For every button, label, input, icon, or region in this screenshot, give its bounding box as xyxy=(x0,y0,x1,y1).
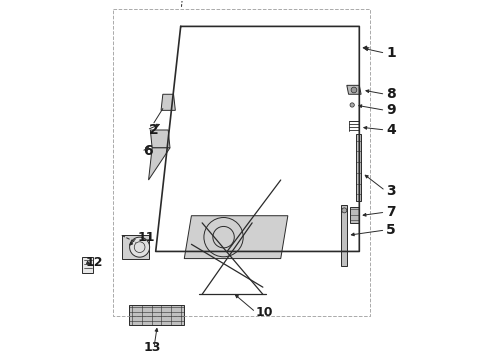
Text: 11: 11 xyxy=(138,231,155,244)
Text: 3: 3 xyxy=(386,184,396,198)
Text: 7: 7 xyxy=(386,205,396,219)
Polygon shape xyxy=(150,130,170,148)
Text: 13: 13 xyxy=(144,341,161,354)
Polygon shape xyxy=(129,305,184,325)
Text: 8: 8 xyxy=(386,87,396,101)
Circle shape xyxy=(351,87,357,93)
Polygon shape xyxy=(347,85,361,94)
Polygon shape xyxy=(184,216,288,258)
Text: 4: 4 xyxy=(386,123,396,137)
Circle shape xyxy=(350,103,354,107)
Text: 1: 1 xyxy=(386,46,396,60)
Polygon shape xyxy=(148,148,170,180)
Text: 12: 12 xyxy=(86,256,103,269)
Text: 10: 10 xyxy=(256,306,273,319)
Bar xyxy=(82,257,93,273)
Text: 2: 2 xyxy=(148,123,158,137)
Circle shape xyxy=(130,237,149,257)
Polygon shape xyxy=(350,207,359,223)
Text: 5: 5 xyxy=(386,223,396,237)
Polygon shape xyxy=(356,134,361,202)
Polygon shape xyxy=(342,205,347,266)
Text: 6: 6 xyxy=(143,144,153,158)
Polygon shape xyxy=(161,94,175,111)
Bar xyxy=(122,235,148,258)
Circle shape xyxy=(342,208,347,213)
Circle shape xyxy=(204,217,243,257)
Text: 9: 9 xyxy=(386,103,396,117)
